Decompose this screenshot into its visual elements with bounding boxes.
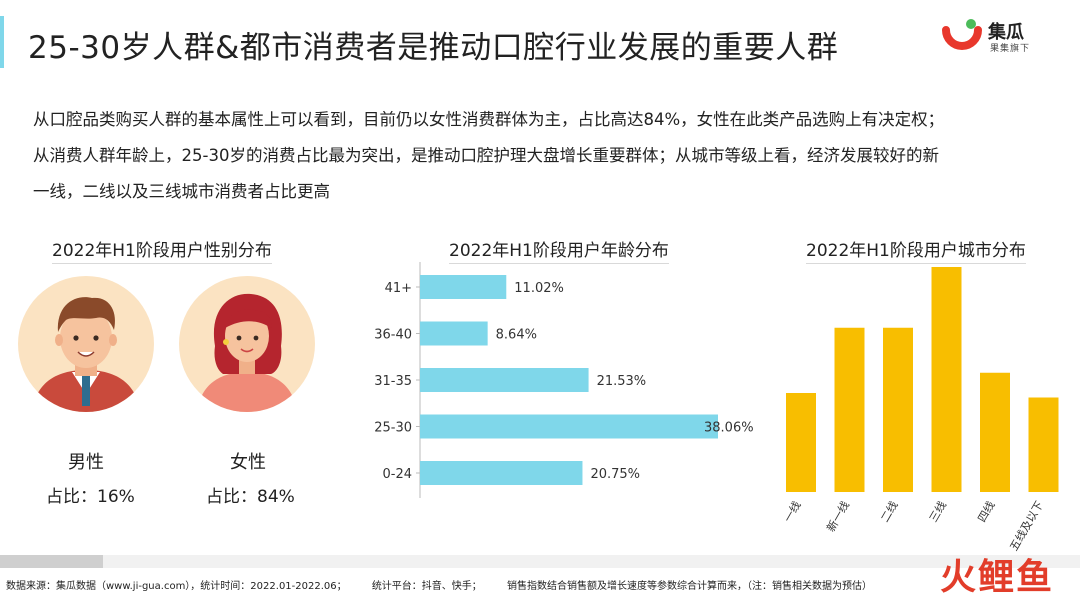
female-person-icon (197, 293, 297, 412)
intro-line: 从口腔品类购买人群的基本属性上可以看到，目前仍以女性消费群体为主，占比高达84%… (33, 110, 945, 129)
age-bar (420, 321, 488, 346)
city-bar (980, 372, 1010, 492)
brand-logo: 集瓜 果集旗下 (940, 16, 1050, 56)
city-chart-title: 2022年H1阶段用户城市分布 (806, 236, 1026, 264)
age-value-label: 21.53% (597, 374, 647, 389)
age-value-label: 8.64% (496, 328, 537, 343)
horizontal-scrollbar[interactable] (0, 555, 1080, 568)
intro-text: 从口腔品类购买人群的基本属性上可以看到，目前仍以女性消费群体为主，占比高达84%… (33, 102, 1033, 210)
age-value-label: 11.02% (514, 281, 564, 296)
city-bar (1028, 397, 1059, 492)
city-category-label: 四线 (974, 499, 997, 525)
female-label: 女性 (230, 452, 266, 473)
male-share: 占比：16% (46, 487, 135, 507)
female-avatar (179, 276, 315, 412)
title-accent-bar (0, 16, 4, 68)
age-bar (420, 368, 589, 392)
gender-panel-title: 2022年H1阶段用户性别分布 (52, 236, 272, 264)
city-bar (834, 327, 865, 492)
intro-line: 从消费人群年龄上，25-30岁的消费占比最为突出，是推动口腔护理大盘增长重要群体… (33, 146, 939, 165)
age-chart-title: 2022年H1阶段用户年龄分布 (449, 236, 669, 264)
page-title: 25-30岁人群&都市消费者是推动口腔行业发展的重要人群 (28, 30, 839, 66)
city-category-label: 新一线 (823, 499, 852, 535)
city-category-label: 二线 (877, 499, 900, 525)
city-bar (883, 327, 913, 492)
age-category-label: 0-24 (382, 467, 412, 482)
jigua-logo-icon (942, 19, 982, 50)
corner-watermark: 火鲤鱼 (939, 557, 1054, 598)
male-avatar (18, 276, 154, 412)
male-label: 男性 (68, 452, 104, 473)
logo-name: 集瓜 (988, 22, 1024, 43)
footer-source-text: 数据来源：集瓜数据（www.ji-gua.com），统计时间：2022.01-2… (6, 581, 347, 592)
age-category-label: 25-30 (374, 421, 412, 436)
age-bar (420, 414, 718, 439)
intro-line: 一线，二线以及三线城市消费者占比更高 (33, 182, 330, 201)
age-category-label: 41+ (385, 281, 412, 296)
footer-platform-text: 统计平台：抖音、快手； (371, 581, 482, 592)
logo-subtitle: 果集旗下 (990, 44, 1031, 54)
city-bar (786, 393, 816, 492)
age-value-label: 20.75% (590, 467, 640, 482)
age-bar (420, 275, 507, 299)
footer-note-text: 销售指数结合销售额及增长速度等参数综合计算而来，（注：销售相关数据为预估） (507, 581, 872, 592)
city-category-label: 五线及以下 (1006, 499, 1046, 554)
city-bar (931, 267, 962, 492)
city-category-label: 三线 (926, 499, 949, 525)
city-category-label: 一线 (780, 499, 803, 525)
age-category-label: 31-35 (374, 374, 412, 389)
age-bar (420, 461, 583, 485)
city-bar-chart: 一线 新一线 二线 三线 四线 五线及以下 (780, 267, 1059, 554)
age-category-label: 36-40 (374, 328, 412, 343)
male-person-icon (32, 297, 140, 412)
female-share: 占比：84% (206, 487, 295, 507)
scrollbar-thumb[interactable] (0, 555, 103, 568)
footer-source: 数据来源：集瓜数据（www.ji-gua.com），统计时间：2022.01-2… (6, 577, 894, 592)
age-value-label: 38.06% (704, 421, 754, 436)
age-bar-chart: 41+ 11.02% 36-40 8.64% 31-35 21.53% 25-30 38.06… (374, 262, 754, 498)
